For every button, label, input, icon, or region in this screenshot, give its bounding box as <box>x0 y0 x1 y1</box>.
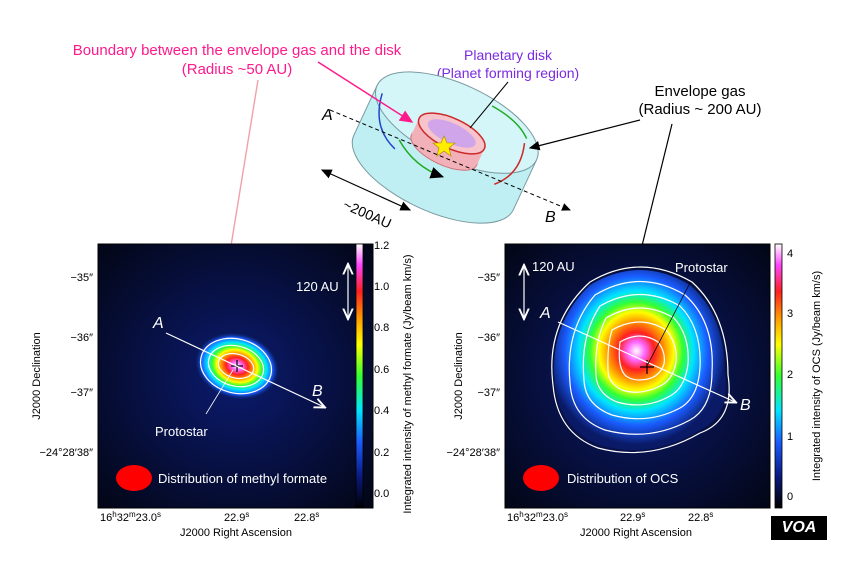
boundary-radius-label: (Radius ~50 AU) <box>182 61 292 78</box>
protostar-star-icon <box>432 135 456 157</box>
right-cbar-tick-2: 2 <box>787 369 793 381</box>
right-point-b: B <box>740 397 751 414</box>
ab-axis-line <box>329 109 571 211</box>
boundary-label: Boundary between the envelope gas and th… <box>73 42 402 59</box>
left-cbar-tick-5: 1.0 <box>374 281 389 293</box>
right-legend-label: Distribution of OCS <box>567 471 679 486</box>
left-contour-3 <box>217 352 255 380</box>
left-ylabel: J2000 Declination <box>31 332 43 419</box>
left-cbar-tick-6: 1.2 <box>374 240 389 252</box>
diagram-point-a: A <box>321 107 333 124</box>
left-protostar-label: Protostar <box>155 424 208 439</box>
envelope-gas-label: Envelope gas <box>655 83 746 100</box>
rotation-arrow-green-top <box>491 105 528 139</box>
rotation-arrow-blue <box>378 93 396 150</box>
rotation-arrow-red <box>494 143 526 185</box>
left-cbar-tick-1: 0.2 <box>374 447 389 459</box>
right-ra-tick-228: 22.8s <box>688 510 713 524</box>
scale-200au-arrow <box>320 169 412 211</box>
right-ra-tick-229: 22.9s <box>620 510 645 524</box>
left-dec-tick-36: −36″ <box>70 332 93 344</box>
envelope-pointer-arrow <box>528 119 641 151</box>
right-dec-tick-37: −37″ <box>477 387 500 399</box>
left-colorbar-label: Integrated intensity of methyl formate (… <box>402 254 414 513</box>
right-map-panel: A B Protostar 120 AU Distribution of OCS… <box>447 243 823 539</box>
right-scale-label: 120 AU <box>532 259 575 274</box>
left-cbar-tick-4: 0.8 <box>374 322 389 334</box>
right-contour-4 <box>595 307 689 406</box>
left-dec-tick-37: −37″ <box>70 387 93 399</box>
planetary-disk-region <box>427 119 476 148</box>
right-protostar-pointer <box>647 282 691 365</box>
right-ab-line <box>557 321 735 402</box>
disk-diagram: A B ~200AU <box>320 71 571 231</box>
envelope-pointer-to-map <box>635 123 673 264</box>
left-colorbar <box>355 243 364 509</box>
right-contour-1 <box>551 266 730 454</box>
left-contour-1 <box>199 337 273 395</box>
right-protostar-label: Protostar <box>675 260 728 275</box>
right-colorbar-label: Integrated intensity of OCS (Jy/beam km/… <box>811 271 823 481</box>
right-cbar-tick-0: 0 <box>787 491 793 503</box>
left-ra-tick-228: 22.8s <box>294 510 319 524</box>
right-cbar-tick-1: 1 <box>787 431 793 443</box>
boundary-pointer-arrow <box>317 61 414 123</box>
planetary-disk-label: Planetary disk <box>464 47 553 63</box>
planet-forming-region-label: (Planet forming region) <box>437 65 579 81</box>
right-point-a: A <box>539 305 551 322</box>
right-contour-6 <box>618 335 665 381</box>
left-legend-label: Distribution of methyl formate <box>158 471 327 486</box>
right-ylabel: J2000 Declination <box>453 332 465 419</box>
right-emission-blob <box>554 270 726 450</box>
rotation-arrow-green <box>398 139 445 179</box>
right-dec-tick-35: −35″ <box>477 272 500 284</box>
right-contour-2 <box>568 280 713 435</box>
left-dec-tick-38: −24°28′38″ <box>40 447 94 459</box>
left-protostar-pointer <box>205 369 234 415</box>
left-beam-legend-swatch <box>116 465 152 491</box>
scale-200au-label: ~200AU <box>341 196 394 231</box>
left-ra-tick-main: 16h32m23.0s <box>100 510 161 524</box>
right-dec-tick-38: −24°28′38″ <box>447 447 501 459</box>
right-dec-tick-36: −36″ <box>477 332 500 344</box>
right-cbar-tick-3: 3 <box>787 308 793 320</box>
left-point-b: B <box>312 383 323 400</box>
envelope-radius-label: (Radius ~ 200 AU) <box>639 101 762 118</box>
left-cbar-tick-3: 0.6 <box>374 364 389 376</box>
diagram-point-b: B <box>545 209 556 226</box>
left-map-panel: A B Protostar 120 AU Distribution of met… <box>31 240 414 539</box>
right-xlabel: J2000 Right Ascension <box>580 527 692 539</box>
left-dec-tick-35: −35″ <box>70 272 93 284</box>
left-ra-tick-229: 22.9s <box>224 510 249 524</box>
left-cbar-tick-0: 0.0 <box>374 488 389 500</box>
planetary-disk-pointer <box>469 81 509 129</box>
voa-watermark: VOA <box>771 516 827 540</box>
right-cbar-tick-4: 4 <box>787 248 793 260</box>
left-point-a: A <box>152 315 164 332</box>
right-ra-tick-main: 16h32m23.0s <box>507 510 568 524</box>
left-cbar-tick-2: 0.4 <box>374 405 389 417</box>
right-beam-legend-swatch <box>523 465 559 491</box>
right-colorbar <box>774 243 783 509</box>
left-contour-2 <box>207 344 265 388</box>
left-xlabel: J2000 Right Ascension <box>180 527 292 539</box>
left-scale-label: 120 AU <box>296 279 339 294</box>
left-ab-line <box>165 332 324 407</box>
